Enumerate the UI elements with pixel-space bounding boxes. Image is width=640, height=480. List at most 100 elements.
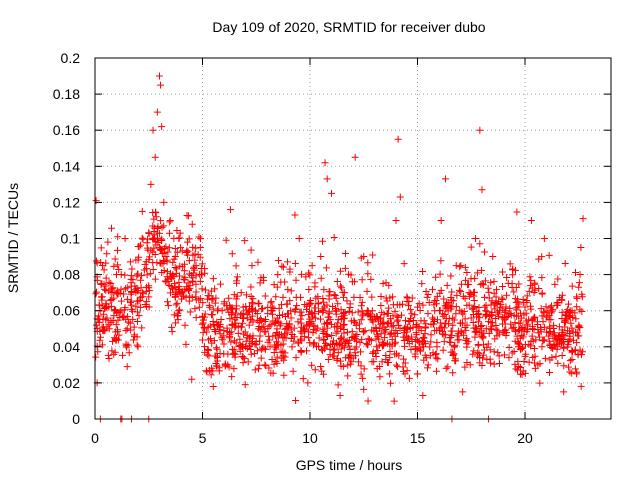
data-point	[530, 345, 538, 353]
data-point	[364, 397, 372, 405]
data-point	[185, 212, 193, 220]
data-point	[233, 277, 241, 285]
data-point	[337, 284, 345, 292]
data-point	[245, 321, 253, 329]
data-point	[519, 343, 527, 351]
data-point	[247, 350, 255, 358]
data-point	[105, 278, 113, 286]
data-point	[399, 355, 407, 363]
data-point	[319, 305, 327, 313]
data-point	[204, 345, 212, 353]
data-point	[499, 268, 507, 276]
data-point	[182, 340, 190, 348]
data-point	[188, 220, 196, 228]
data-point	[394, 135, 402, 143]
data-point	[556, 339, 564, 347]
data-point	[96, 315, 104, 323]
data-point	[287, 326, 295, 334]
data-point	[116, 289, 124, 297]
data-point	[432, 297, 440, 305]
data-point	[242, 337, 250, 345]
data-point	[407, 345, 415, 353]
data-point	[577, 244, 585, 252]
data-point	[228, 373, 236, 381]
data-point	[553, 345, 561, 353]
data-point	[257, 274, 265, 282]
data-point	[458, 329, 466, 337]
data-point	[274, 257, 282, 265]
data-point	[160, 222, 168, 230]
data-point	[103, 314, 111, 322]
data-point	[121, 285, 129, 293]
data-point	[133, 287, 141, 295]
data-point	[213, 318, 221, 326]
data-point	[401, 359, 409, 367]
data-point	[132, 302, 140, 310]
data-point	[394, 316, 402, 324]
data-point	[214, 322, 222, 330]
data-point	[447, 339, 455, 347]
data-point	[393, 329, 401, 337]
data-point	[400, 260, 408, 268]
data-point	[512, 304, 520, 312]
data-point	[339, 288, 347, 296]
data-point	[454, 330, 462, 338]
data-point	[111, 306, 119, 314]
data-point	[490, 301, 498, 309]
data-point	[419, 301, 427, 309]
data-point	[545, 251, 553, 259]
data-point	[492, 286, 500, 294]
data-point	[357, 348, 365, 356]
data-point	[208, 339, 216, 347]
data-point	[377, 330, 385, 338]
data-point	[490, 360, 498, 368]
data-point	[478, 186, 486, 194]
data-point	[248, 312, 256, 320]
data-point	[145, 282, 153, 290]
data-point	[433, 343, 441, 351]
data-point	[560, 344, 568, 352]
y-tick-label: 0.08	[53, 267, 80, 283]
data-point	[106, 296, 114, 304]
data-point	[515, 319, 523, 327]
data-point	[317, 315, 325, 323]
axis-ticks	[94, 57, 611, 420]
data-point	[150, 235, 158, 243]
data-point	[379, 338, 387, 346]
data-point	[500, 351, 508, 359]
data-point	[311, 322, 319, 330]
data-point	[503, 291, 511, 299]
data-point	[482, 310, 490, 318]
data-point	[542, 303, 550, 311]
data-point	[367, 275, 375, 283]
data-point	[166, 218, 174, 226]
data-point	[358, 276, 366, 284]
data-point	[218, 307, 226, 315]
data-point	[403, 293, 411, 301]
data-point	[298, 323, 306, 331]
data-point	[453, 291, 461, 299]
data-point	[164, 248, 172, 256]
data-point	[174, 309, 182, 317]
data-point	[323, 175, 331, 183]
data-point	[137, 276, 145, 284]
data-point	[262, 328, 270, 336]
data-point	[411, 311, 419, 319]
data-point	[287, 287, 295, 295]
data-point	[360, 385, 368, 393]
data-point	[114, 233, 122, 241]
data-point	[482, 301, 490, 309]
data-point	[488, 319, 496, 327]
data-point	[236, 335, 244, 343]
data-point	[463, 321, 471, 329]
data-point	[575, 279, 583, 287]
data-point	[412, 345, 420, 353]
data-point	[333, 356, 341, 364]
data-point	[494, 348, 502, 356]
data-point	[243, 344, 251, 352]
data-point	[486, 355, 494, 363]
data-point	[379, 280, 387, 288]
data-point	[351, 335, 359, 343]
data-point	[416, 347, 424, 355]
data-point	[508, 284, 516, 292]
